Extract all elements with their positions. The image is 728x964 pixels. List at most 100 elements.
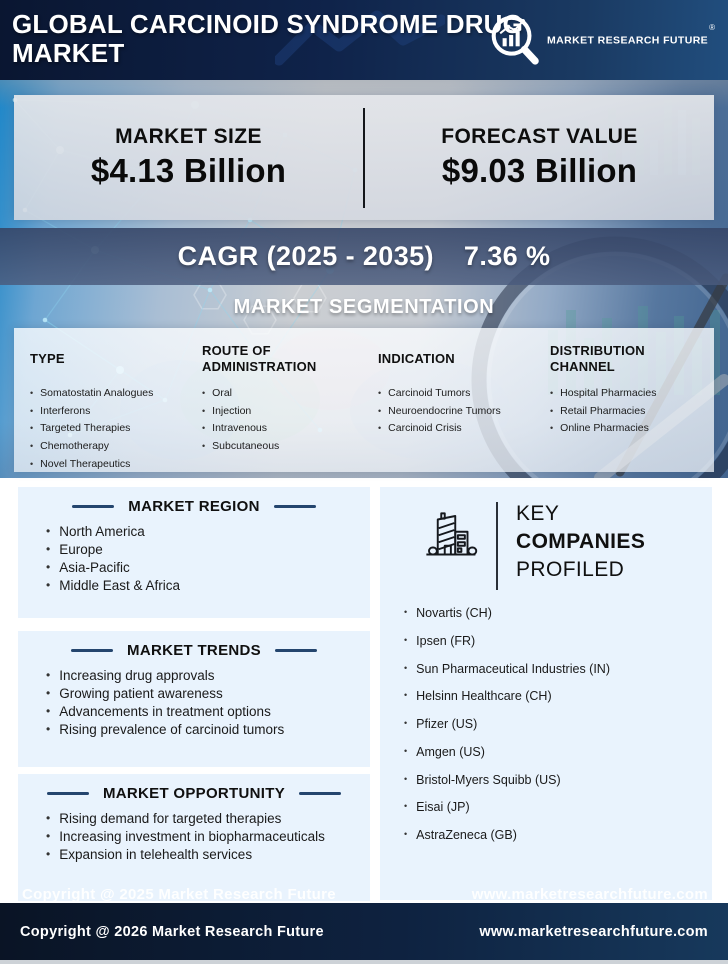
- segmentation-panel: TYPE • Somatostatin Analogues • Interferons…: [14, 328, 714, 472]
- list-item-label: Retail Pharmacies: [560, 404, 646, 417]
- segmentation-list: • Oral • Injection • Intravenous • Subcutaneous: [202, 387, 370, 453]
- title-dash-right: [274, 649, 317, 652]
- segmentation-heading: TYPE: [30, 350, 65, 366]
- list-item-label: Subcutaneous: [212, 440, 280, 453]
- title-dash-right: [299, 792, 342, 795]
- page-title: GLOBAL CARCINOID SYNDROME DRUG MARKET: [12, 9, 524, 68]
- hero-section: MARKET SIZE $4.13 Billion FORECAST VALUE…: [0, 80, 728, 478]
- footer: Copyright @ 2026 Market Research Future …: [0, 903, 728, 960]
- list-item-label: Amgen (US): [416, 744, 485, 759]
- list-item-label: Middle East & Africa: [59, 578, 181, 594]
- title-dash-left: [72, 505, 115, 508]
- list-item-label: Novartis (CH): [416, 606, 492, 620]
- forecast-value-label: FORECAST VALUE: [441, 125, 638, 148]
- bullet-icon: •: [378, 388, 382, 398]
- trend-item: • Advancements in treatment options: [46, 704, 356, 720]
- segmentation-item: • Chemotherapy: [30, 440, 194, 453]
- list-item-label: Advancements in treatment options: [59, 704, 271, 720]
- bullet-icon: •: [404, 690, 408, 701]
- bullet-icon: •: [46, 686, 51, 701]
- list-item-label: Rising prevalence of carcinoid tumors: [59, 722, 285, 738]
- list-item-label: Sun Pharmaceutical Industries (IN): [416, 661, 610, 676]
- bullet-icon: •: [46, 722, 51, 737]
- company-item: • Eisai (JP): [404, 800, 712, 815]
- list-item-label: Pfizer (US): [416, 717, 478, 731]
- bullet-icon: •: [550, 405, 554, 416]
- companies-title-line-3: PROFILED: [516, 558, 625, 581]
- bullet-icon: •: [404, 773, 408, 784]
- list-item-label: Novel Therapeutics: [40, 457, 131, 470]
- opportunity-item: • Rising demand for targeted therapies: [46, 811, 356, 827]
- bullet-icon: •: [404, 662, 408, 673]
- market-trends-title: MARKET TRENDS: [127, 642, 261, 659]
- list-item-label: Increasing investment in biopharmaceutic…: [59, 829, 325, 845]
- office-building-icon: [426, 512, 478, 556]
- list-item-label: Interferons: [40, 404, 91, 417]
- bullet-icon: •: [46, 542, 51, 557]
- list-item-label: Ipsen (FR): [416, 633, 476, 648]
- bullet-icon: •: [202, 441, 206, 452]
- list-item-label: North America: [59, 524, 145, 539]
- segmentation-item: • Novel Therapeutics: [30, 457, 194, 471]
- segmentation-item: • Injection: [202, 405, 370, 418]
- footer-copyright: Copyright @ 2026 Market Research Future: [20, 923, 324, 940]
- opportunity-item: • Expansion in telehealth services: [46, 847, 356, 863]
- list-item-label: Oral: [212, 387, 232, 399]
- overlay-copyright: Copyright @ 2025 Market Research Future: [22, 886, 336, 903]
- bullet-icon: •: [30, 405, 34, 416]
- key-companies-panel: KEY COMPANIES PROFILED • Novartis (CH) • Ip…: [380, 487, 712, 900]
- company-item: • Helsinn Healthcare (CH): [404, 689, 712, 704]
- opportunity-item: • Increasing investment in biopharmaceuti…: [46, 829, 356, 845]
- companies-header-divider: [496, 502, 498, 590]
- segmentation-item: • Neuroendocrine Tumors: [378, 405, 542, 418]
- companies-list: • Novartis (CH) • Ipsen (FR) • Sun Pharmaceut…: [400, 606, 712, 843]
- companies-title-line-1: KEY: [516, 502, 560, 525]
- list-item-label: Growing patient awareness: [59, 686, 223, 702]
- cagr-value: 7.36 %: [463, 241, 551, 271]
- bullet-icon: •: [46, 560, 51, 575]
- bullet-icon: •: [46, 811, 51, 825]
- list-item-label: Eisai (JP): [416, 800, 470, 815]
- stats-divider: [363, 107, 365, 208]
- panel-title-row: MARKET OPPORTUNITY: [32, 785, 356, 802]
- bullet-icon: •: [378, 405, 382, 416]
- segmentation-column-indication: INDICATION • Carcinoid Tumors • Neuroendocr…: [378, 341, 550, 476]
- details-section: MARKET REGION • North America • Europe • Asia…: [0, 478, 728, 903]
- forecast-value-value: $9.03 Billion: [441, 152, 638, 189]
- bullet-icon: •: [46, 704, 51, 719]
- list-item-label: Expansion in telehealth services: [59, 847, 253, 863]
- segmentation-heading: INDICATION: [378, 350, 455, 366]
- segmentation-item: • Oral: [202, 387, 370, 400]
- bullet-icon: •: [404, 634, 408, 645]
- bullet-icon: •: [46, 524, 51, 538]
- market-region-panel: MARKET REGION • North America • Europe • Asia…: [18, 487, 370, 618]
- region-item: • Asia-Pacific: [46, 560, 356, 576]
- bullet-icon: •: [30, 458, 34, 469]
- cagr-band: CAGR (2025 - 2035) 7.36 %: [0, 228, 728, 285]
- segmentation-item: • Interferons: [30, 404, 194, 418]
- company-item: • Sun Pharmaceutical Industries (IN): [404, 661, 712, 677]
- list-item-label: Europe: [59, 542, 103, 558]
- bullet-icon: •: [30, 441, 34, 452]
- bullet-icon: •: [378, 423, 382, 434]
- segmentation-item: • Online Pharmacies: [550, 423, 700, 435]
- list-item-label: Chemotherapy: [40, 440, 110, 453]
- panel-title-row: MARKET REGION: [32, 498, 356, 515]
- list-item-label: Somatostatin Analogues: [40, 387, 154, 399]
- segmentation-item: • Carcinoid Tumors: [378, 387, 542, 400]
- segmentation-item: • Somatostatin Analogues: [30, 387, 194, 400]
- bullet-icon: •: [404, 801, 408, 812]
- list-item-label: AstraZeneca (GB): [416, 828, 517, 842]
- bullet-icon: •: [404, 718, 408, 728]
- panel-title-row: MARKET TRENDS: [32, 642, 356, 659]
- trend-item: • Rising prevalence of carcinoid tumors: [46, 722, 356, 738]
- region-item: • North America: [46, 524, 356, 540]
- bullet-icon: •: [550, 388, 554, 398]
- region-item: • Middle East & Africa: [46, 578, 356, 594]
- segmentation-item: • Intravenous: [202, 423, 370, 435]
- segmentation-list: • Carcinoid Tumors • Neuroendocrine Tumors •…: [378, 387, 542, 435]
- overlay-website-link[interactable]: www.marketresearchfuture.com: [471, 886, 708, 903]
- market-region-list: • North America • Europe • Asia-Pacific • Middl…: [32, 524, 356, 594]
- footer-website-link[interactable]: www.marketresearchfuture.com: [479, 923, 708, 940]
